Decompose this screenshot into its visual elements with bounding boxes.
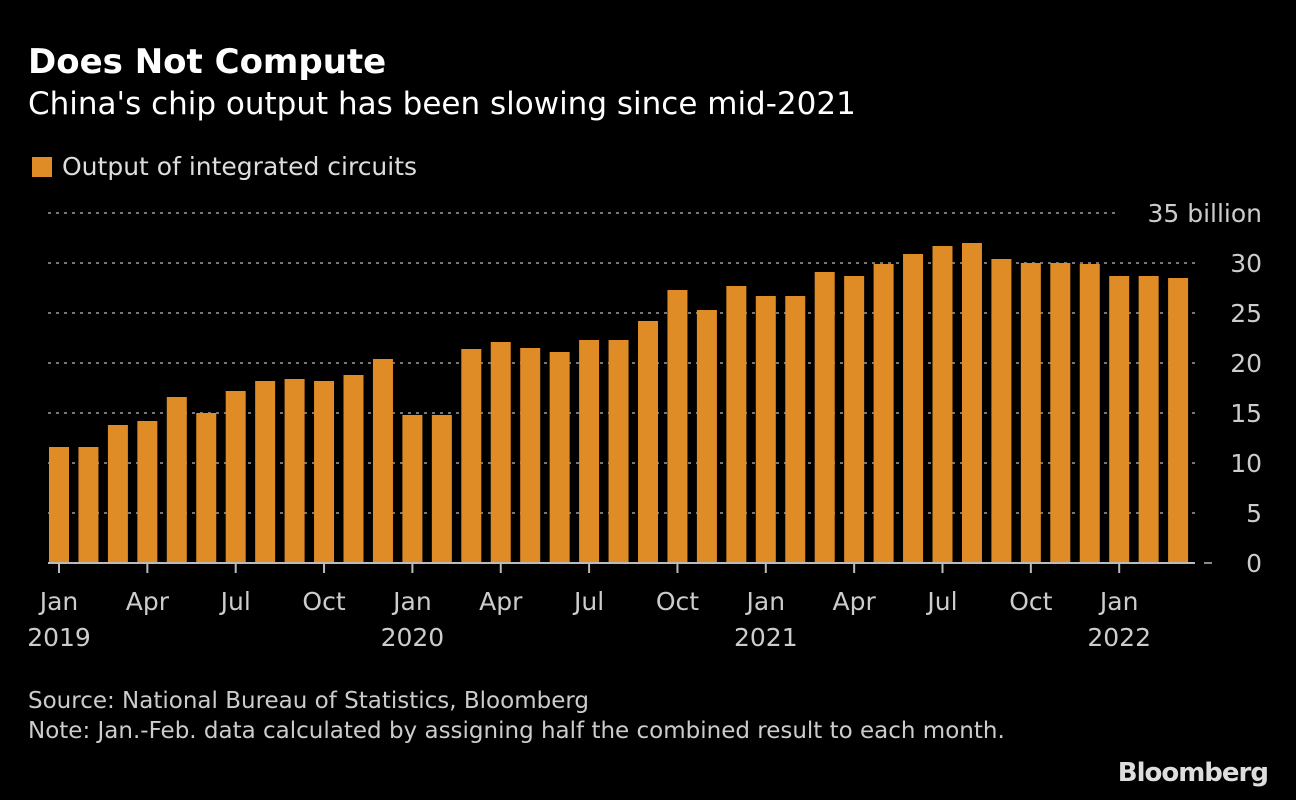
bloomberg-logo: Bloomberg: [1117, 758, 1269, 788]
x-year-label: 2019: [27, 623, 91, 652]
x-tick-label: Jul: [219, 587, 251, 616]
bar: [284, 379, 305, 563]
bar: [785, 296, 806, 563]
bar: [520, 348, 541, 563]
bar: [372, 359, 393, 563]
bar: [1109, 276, 1130, 563]
chart-subtitle: China's chip output has been slowing sin…: [28, 86, 856, 122]
bar: [255, 381, 276, 563]
x-tick-label: Jan: [1098, 587, 1139, 616]
bar: [903, 254, 924, 563]
bar: [461, 349, 482, 563]
bar: [107, 425, 128, 563]
x-tick-label: Oct: [302, 587, 345, 616]
bar: [137, 421, 158, 563]
bar: [225, 391, 246, 563]
bar: [961, 243, 982, 563]
bar: [490, 342, 511, 563]
bar: [431, 415, 452, 563]
x-tick-label: Apr: [833, 587, 877, 616]
bar: [402, 415, 423, 563]
bar: [166, 397, 187, 563]
x-tick-label: Oct: [1009, 587, 1052, 616]
x-tick-label: Oct: [656, 587, 699, 616]
bar: [932, 246, 953, 563]
bar: [196, 413, 217, 563]
bar: [608, 340, 629, 563]
bar: [873, 264, 894, 563]
note-text: Note: Jan.-Feb. data calculated by assig…: [28, 718, 1005, 744]
y-tick-label: 0: [1246, 549, 1262, 578]
x-tick-label: Jan: [38, 587, 79, 616]
bar: [667, 290, 688, 563]
bar: [49, 447, 69, 563]
x-year-label: 2021: [734, 623, 798, 652]
footer-notes: Source: National Bureau of Statistics, B…: [28, 686, 1028, 746]
x-year-label: 2022: [1087, 623, 1151, 652]
bar: [1168, 278, 1189, 563]
bar: [1079, 264, 1100, 563]
y-tick-label: 35 billion: [1147, 199, 1262, 228]
bar: [726, 286, 747, 563]
x-year-label: 2020: [381, 623, 445, 652]
bar: [343, 375, 364, 563]
y-tick-label: 20: [1230, 349, 1262, 378]
bar: [314, 381, 335, 563]
bar: [696, 310, 717, 563]
bar: [638, 321, 658, 563]
y-tick-label: 25: [1230, 299, 1262, 328]
bar: [78, 447, 99, 563]
bar: [549, 352, 570, 563]
legend-swatch: [32, 156, 52, 177]
bar: [1138, 276, 1159, 563]
x-tick-label: Apr: [126, 587, 170, 616]
x-tick-label: Jan: [745, 587, 786, 616]
y-tick-label: 5: [1246, 499, 1262, 528]
x-tick-label: Jul: [925, 587, 957, 616]
y-tick-label: 10: [1230, 449, 1262, 478]
bar-chart: 0 5 10 15 20 25 30 35 billion Jan 2019 Apr Jul Oct Ja…: [27, 199, 1262, 652]
x-tick-label: Jan: [391, 587, 432, 616]
bar: [1020, 263, 1041, 563]
legend-label: Output of integrated circuits: [62, 152, 418, 181]
bar: [814, 272, 835, 563]
legend: Output of integrated circuits: [32, 152, 417, 181]
y-tick-label: 30: [1230, 249, 1262, 278]
bar: [991, 259, 1012, 563]
bar: [1050, 263, 1071, 563]
bar: [755, 296, 776, 563]
y-tick-label: 15: [1230, 399, 1262, 428]
bar: [844, 276, 865, 563]
bar: [579, 340, 600, 563]
x-tick-label: Apr: [479, 587, 523, 616]
source-text: Source: National Bureau of Statistics, B…: [28, 688, 590, 714]
x-tick-label: Jul: [572, 587, 604, 616]
chart-title: Does Not Compute: [28, 42, 387, 82]
